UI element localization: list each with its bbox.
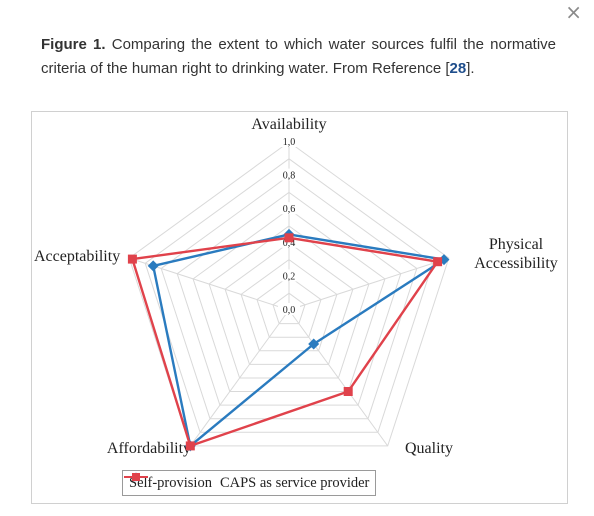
series-line	[151, 233, 446, 448]
grid-spoke	[288, 257, 449, 311]
axis-label: Acceptability	[34, 248, 120, 265]
tick-label: 0,2	[283, 271, 296, 282]
series-point-diamond	[147, 260, 159, 272]
tick-label-bg	[278, 135, 300, 147]
series-point-square	[284, 233, 294, 243]
grid-spoke	[288, 309, 389, 447]
caption-tail: ].	[466, 60, 475, 77]
series-1	[127, 233, 443, 451]
axis-label: Affordability	[107, 440, 191, 457]
radar-series	[127, 228, 450, 452]
figure-frame: 0,0 0,2 0,4 0,6 0,8 1,0 Availability Physical A…	[31, 111, 568, 504]
axis-label-line: Acceptability	[34, 248, 120, 265]
tick-label-bg	[278, 168, 300, 181]
axis-label-line: Affordability	[107, 440, 191, 457]
tick-label-bg	[278, 303, 300, 315]
legend-entry-caps: CAPS as service provider	[124, 473, 370, 492]
tick-label-bg	[278, 202, 300, 215]
axis-label-line: Accessibility	[474, 255, 558, 272]
axis-label-line: Availability	[251, 116, 326, 133]
grid-ring	[144, 158, 434, 433]
caption-text: Comparing the extent to which water sour…	[41, 36, 557, 77]
close-icon[interactable]: ×	[565, 0, 582, 24]
grid-ring	[192, 208, 386, 392]
radar-grid	[128, 141, 450, 447]
radar-tick-labels: 0,0 0,2 0,4 0,6 0,8 1,0	[278, 135, 300, 316]
series-point-diamond	[308, 338, 320, 350]
grid-ring	[208, 225, 370, 379]
legend-label-caps: CAPS as service provider	[219, 474, 370, 491]
axis-label: Quality	[405, 440, 453, 457]
chart-legend: Self-provision CAPS as service provider	[122, 470, 377, 496]
reference-link[interactable]: 28	[449, 60, 467, 77]
series-point-square	[343, 387, 353, 396]
axis-label-line: Quality	[405, 440, 453, 457]
series-line	[131, 236, 439, 448]
tick-label: 0,4	[283, 238, 296, 249]
axis-label-line: Physical	[489, 236, 544, 253]
legend-label-self-provision: Self-provision	[129, 474, 212, 491]
series-point-square	[185, 441, 195, 451]
axis-label: Availability	[251, 116, 326, 133]
series-point-square	[127, 254, 137, 264]
figure-label: Figure 1.	[41, 36, 106, 53]
radar-axis-labels: Availability Physical Accessibility Quality…	[34, 116, 558, 457]
tick-label-bg	[278, 269, 300, 282]
grid-ring	[176, 191, 402, 406]
figure-caption: Figure 1. Comparing the extent to which …	[41, 33, 556, 81]
series-point-square	[433, 257, 443, 267]
grid-spoke	[189, 309, 290, 447]
tick-label: 0,6	[283, 204, 296, 215]
tick-label: 0,8	[283, 171, 296, 182]
grid-ring	[272, 292, 306, 325]
tick-label: 0,0	[283, 305, 296, 316]
axis-label: Physical Accessibility	[474, 236, 558, 272]
legend-square-icon	[124, 473, 148, 481]
grid-ring	[240, 258, 338, 352]
grid-ring	[128, 141, 450, 447]
tick-label: 1,0	[283, 137, 296, 148]
grid-ring	[256, 275, 322, 338]
